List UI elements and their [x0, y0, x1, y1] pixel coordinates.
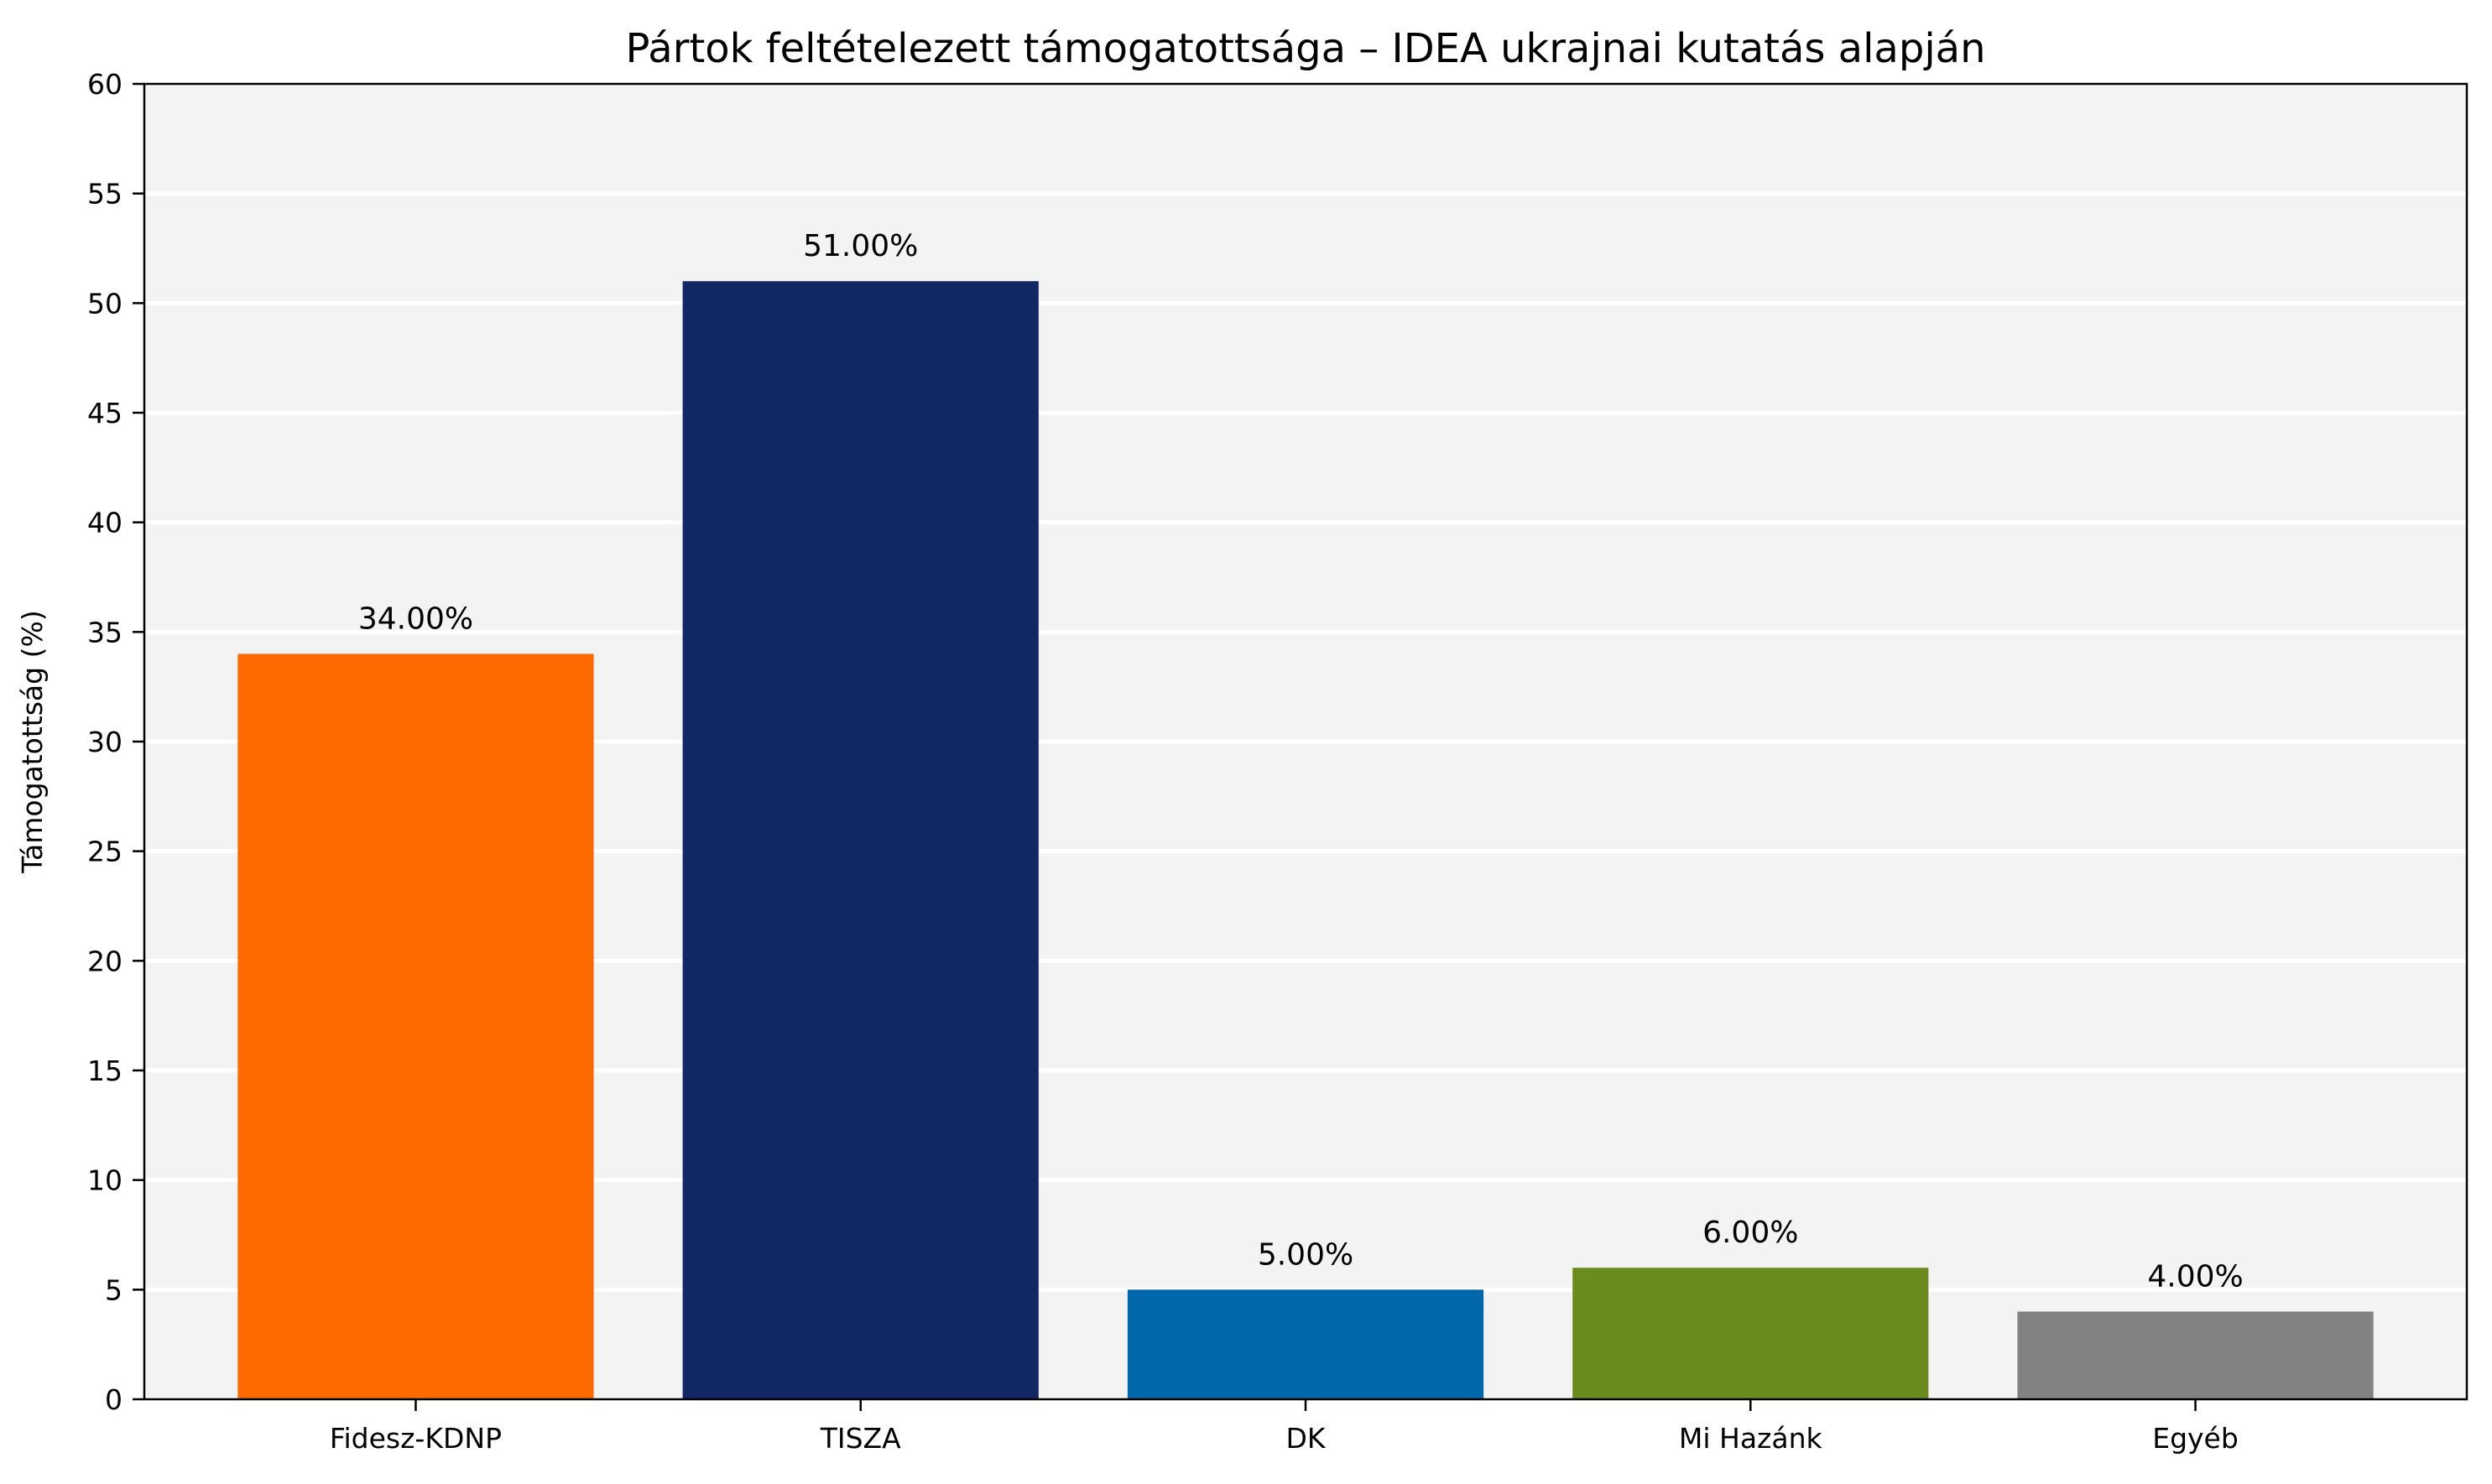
x-tick-label: Mi Hazánk	[1679, 1422, 1823, 1455]
y-tick-label: 45	[87, 397, 123, 430]
y-axis-ticks: 0 5 10 15 20 25 30 35 40 45 50 55 60	[87, 68, 144, 1416]
y-tick-label: 20	[87, 945, 123, 977]
y-tick-label: 30	[87, 726, 123, 758]
y-tick-label: 10	[87, 1164, 123, 1197]
x-tick-label: Egyéb	[2152, 1422, 2239, 1455]
x-axis-ticks: Fidesz-KDNP TISZA DK Mi Hazánk Egyéb	[330, 1399, 2239, 1455]
bar-fidesz-kdnp	[237, 653, 594, 1399]
bars	[237, 281, 2374, 1400]
data-label: 4.00%	[2147, 1259, 2243, 1294]
bar-egy-b	[2017, 1311, 2374, 1399]
chart-title: Pártok feltételezett támogatottsága – ID…	[626, 25, 1986, 72]
y-tick-label: 55	[87, 178, 123, 211]
x-tick-label: Fidesz-KDNP	[330, 1422, 502, 1455]
data-label: 6.00%	[1702, 1216, 1798, 1250]
y-tick-label: 35	[87, 616, 123, 648]
bar-tisza	[682, 281, 1039, 1400]
y-tick-label: 25	[87, 836, 123, 868]
bar-mi-haz-nk	[1572, 1268, 1929, 1399]
y-axis-title: Támogatottság (%)	[16, 610, 49, 873]
y-tick-label: 15	[87, 1054, 123, 1087]
x-tick-label: DK	[1285, 1422, 1326, 1455]
data-labels: 34.00% 51.00% 5.00% 6.00% 4.00%	[358, 229, 2244, 1294]
y-tick-label: 40	[87, 507, 123, 539]
data-label: 34.00%	[358, 601, 473, 636]
bar-dk	[1127, 1289, 1484, 1399]
x-tick-label: TISZA	[820, 1422, 901, 1455]
data-label: 51.00%	[803, 229, 918, 263]
y-tick-label: 60	[87, 68, 123, 101]
data-label: 5.00%	[1258, 1237, 1353, 1272]
y-tick-label: 50	[87, 287, 123, 320]
y-tick-label: 5	[105, 1273, 123, 1306]
y-tick-label: 0	[105, 1383, 123, 1416]
